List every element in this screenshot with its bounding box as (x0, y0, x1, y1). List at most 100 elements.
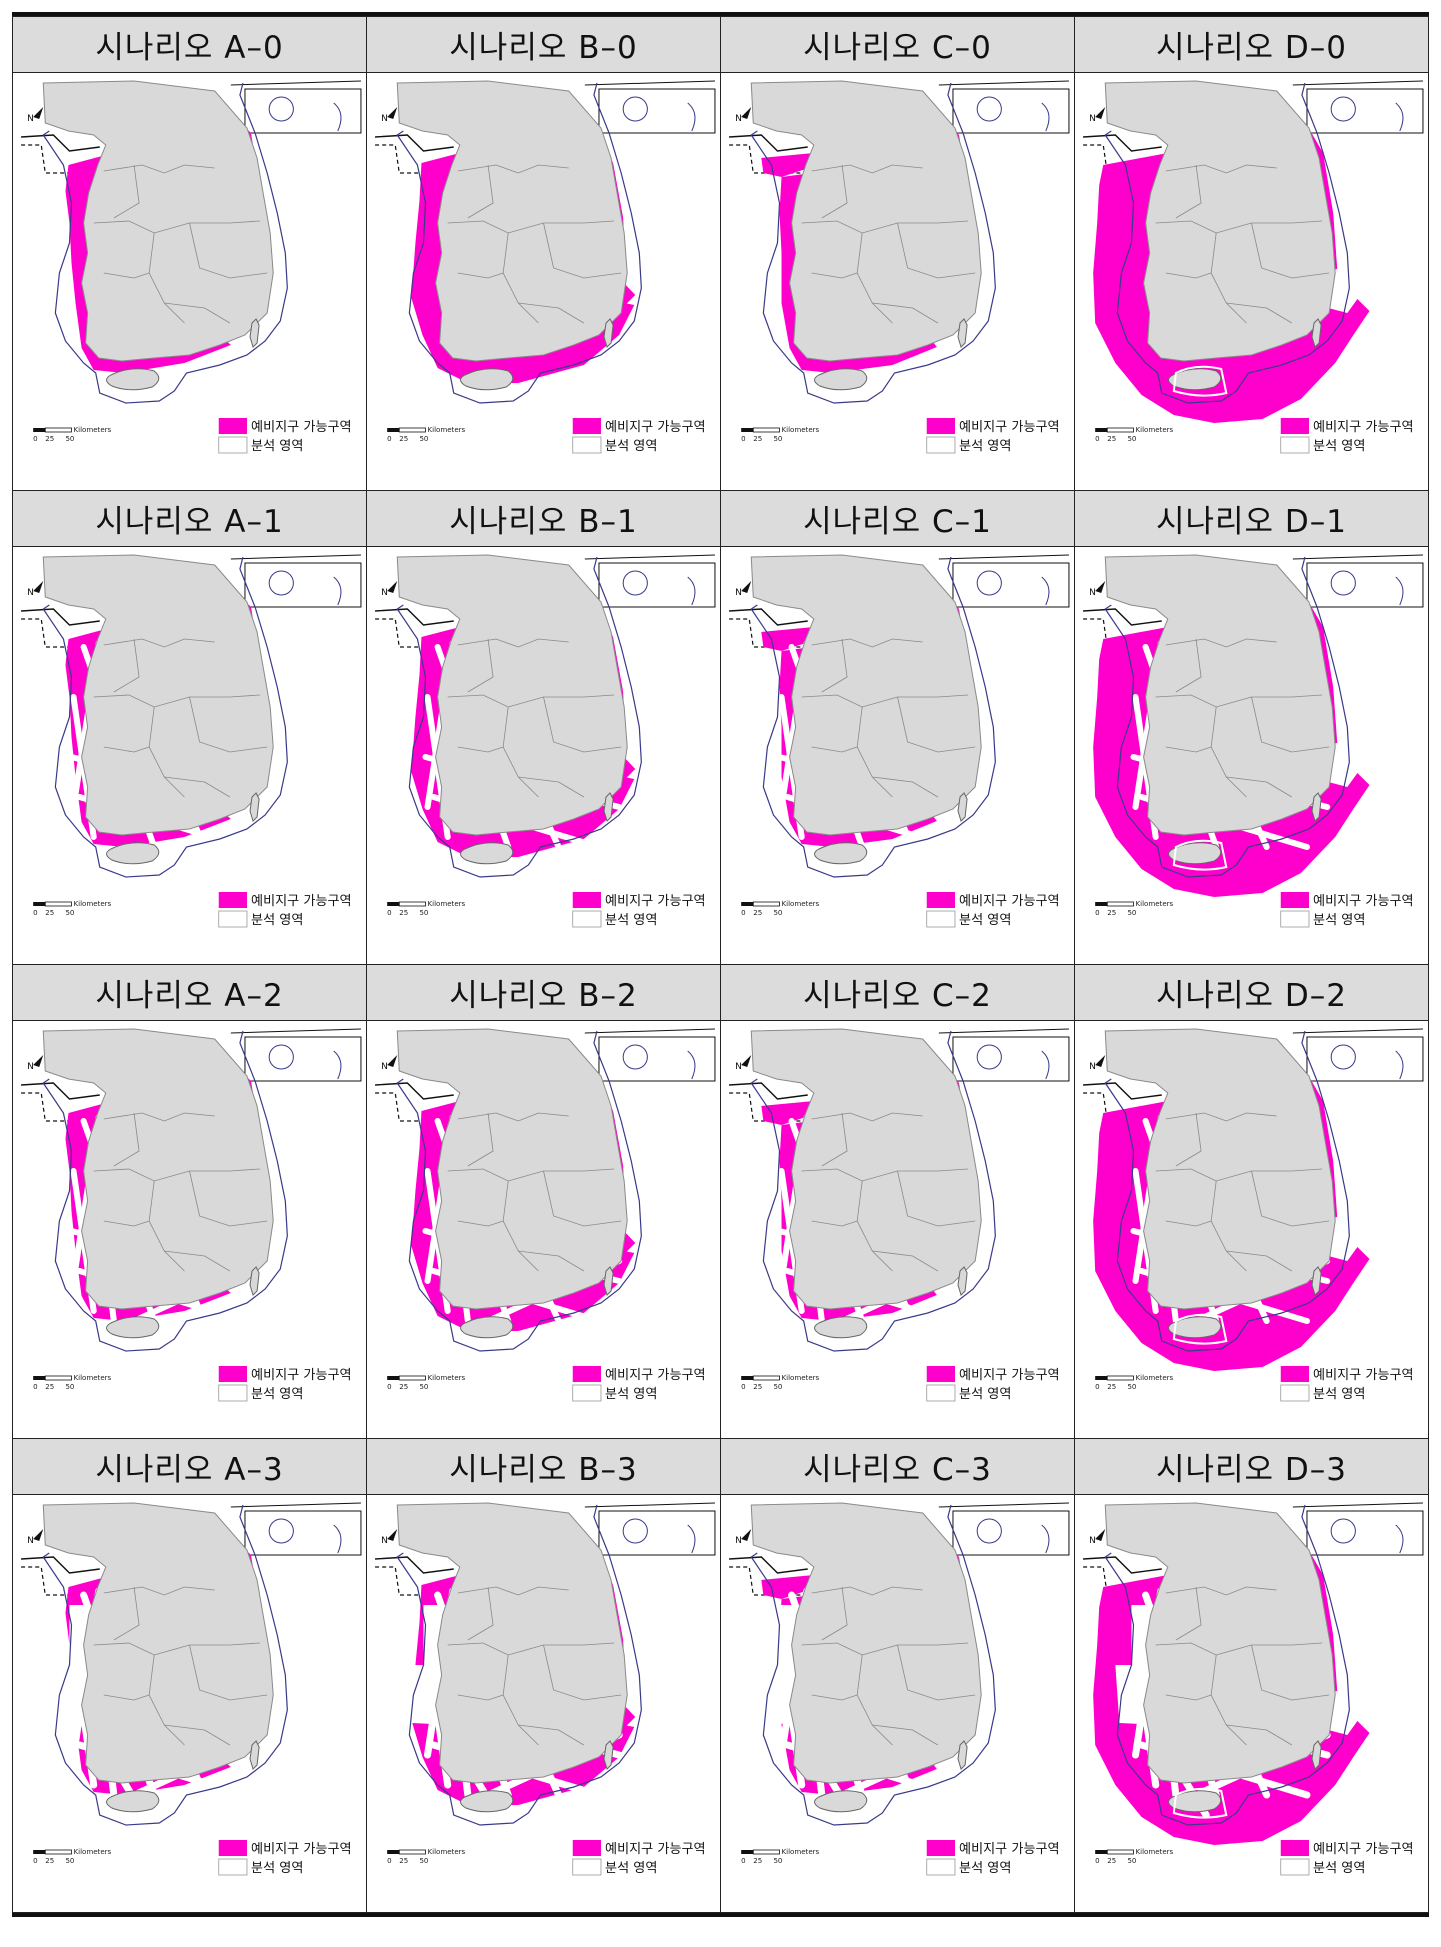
boundary-line (729, 134, 808, 152)
inset-ring (1330, 1518, 1356, 1544)
land-jeju (106, 1790, 160, 1813)
province-line (164, 1724, 231, 1746)
province-line (447, 1168, 615, 1182)
inset-box (244, 88, 362, 134)
province-line (811, 164, 923, 174)
province-boundaries (447, 164, 622, 324)
province-line (856, 706, 893, 798)
north-arrow-icon: N (735, 107, 752, 124)
scenario-map-cell: N Kilometers 0 25 50 예비지구 가능구역 분석 영역 (720, 546, 1075, 965)
legend-label-analysis: 분석 영역 (959, 439, 1011, 454)
inset-ring (622, 1044, 648, 1070)
land-jeju (106, 842, 160, 865)
north-arrow-icon: N (735, 1055, 752, 1072)
inset-box (598, 88, 716, 134)
scale-tick-label: 25 (1107, 434, 1116, 443)
scale-tick-label: 50 (419, 1856, 428, 1865)
scenario-map-cell: N Kilometers 0 25 50 예비지구 가능구역 분석 영역 (12, 546, 367, 965)
scenario-title: 시나리오 C–2 (720, 964, 1075, 1021)
scale-tick-label: 50 (1127, 1856, 1136, 1865)
inset-ring (976, 570, 1002, 596)
scale-segment (387, 1376, 400, 1380)
legend-label-analysis: 분석 영역 (605, 1861, 657, 1876)
inset-line (1292, 1502, 1423, 1508)
inset-box (1306, 1510, 1424, 1556)
legend-label-analysis: 분석 영역 (959, 1387, 1011, 1402)
inset-box (244, 1510, 362, 1556)
province-boundaries (447, 638, 622, 798)
legend-label-analysis: 분석 영역 (251, 1387, 303, 1402)
land-jeju (814, 368, 868, 391)
scale-segment (33, 1376, 46, 1380)
scale-segment (752, 427, 780, 433)
inset-line (1292, 1028, 1423, 1034)
inset-line (584, 80, 715, 86)
legend-swatch-candidate (926, 418, 955, 434)
land-mainland (42, 554, 274, 836)
scale-segment (1095, 428, 1108, 432)
boundary-line (729, 1082, 808, 1100)
scenario-title: 시나리오 A–1 (12, 490, 367, 547)
scale-segment (1095, 902, 1108, 906)
province-line (189, 1170, 268, 1227)
province-line (811, 1694, 858, 1701)
north-label: N (381, 1536, 388, 1546)
north-arrow-icon: N (1089, 581, 1106, 598)
scale-tick-label: 50 (65, 434, 74, 443)
scenario-map-cell: N Kilometers 0 25 50 예비지구 가능구역 분석 영역 (366, 546, 721, 965)
scenario-title: 시나리오 D–1 (1074, 490, 1429, 547)
province-line (148, 232, 185, 324)
scenario-header-row: 시나리오 A–1 시나리오 B–1 시나리오 C–1 시나리오 D–1 (12, 490, 1429, 547)
province-line (502, 1654, 539, 1746)
north-arrow-shape (1095, 581, 1106, 593)
scale-tick-label: 50 (419, 434, 428, 443)
province-line (856, 1180, 893, 1272)
scenario-map-cell: N Kilometers 0 25 50 예비지구 가능구역 분석 영역 (12, 1020, 367, 1439)
scenario-map-cell: N Kilometers 0 25 50 예비지구 가능구역 분석 영역 (720, 1020, 1075, 1439)
land-jeju (460, 1790, 514, 1813)
north-label: N (27, 588, 34, 598)
boundary-line (375, 608, 454, 626)
scale-tick-label: 0 (741, 434, 745, 443)
inset-ring (976, 1518, 1002, 1544)
province-line (93, 694, 261, 708)
land-mainland (42, 1502, 274, 1784)
scale-tick-label: 0 (387, 1856, 391, 1865)
jeju-buffer (1172, 1787, 1228, 1819)
province-line (811, 1112, 923, 1122)
legend-label-analysis: 분석 영역 (251, 1861, 303, 1876)
scale-tick-label: 25 (753, 908, 762, 917)
inset-box (598, 1510, 716, 1556)
province-line (457, 164, 569, 174)
inset-frame (230, 80, 362, 134)
inset-frame (1292, 1028, 1424, 1082)
province-line (811, 1586, 923, 1596)
legend-label-candidate: 예비지구 가능구역 (1313, 1368, 1414, 1383)
scale-segment (44, 901, 72, 907)
province-line (1226, 776, 1293, 798)
boundary-line (375, 134, 454, 152)
scale-tick-label: 50 (773, 908, 782, 917)
province-line (457, 746, 504, 753)
scenario-title: 시나리오 A–2 (12, 964, 367, 1021)
inset-frame (938, 80, 1070, 134)
scale-tick-label: 25 (753, 434, 762, 443)
land-island (1311, 318, 1322, 348)
inset-ring (1330, 1044, 1356, 1070)
inset-ring (622, 570, 648, 596)
analysis-boundary (396, 1504, 642, 1826)
north-arrow-shape (33, 1055, 44, 1067)
scale-bar: Kilometers 0 25 50 (741, 899, 820, 917)
province-line (1165, 1586, 1277, 1596)
province-line (93, 220, 261, 234)
scenario-map-row: N Kilometers 0 25 50 예비지구 가능구역 분석 영역 N Kilometer… (12, 1494, 1429, 1913)
jeju-buffer (1172, 1313, 1228, 1345)
province-line (457, 1112, 569, 1122)
analysis-boundary (1104, 82, 1350, 404)
